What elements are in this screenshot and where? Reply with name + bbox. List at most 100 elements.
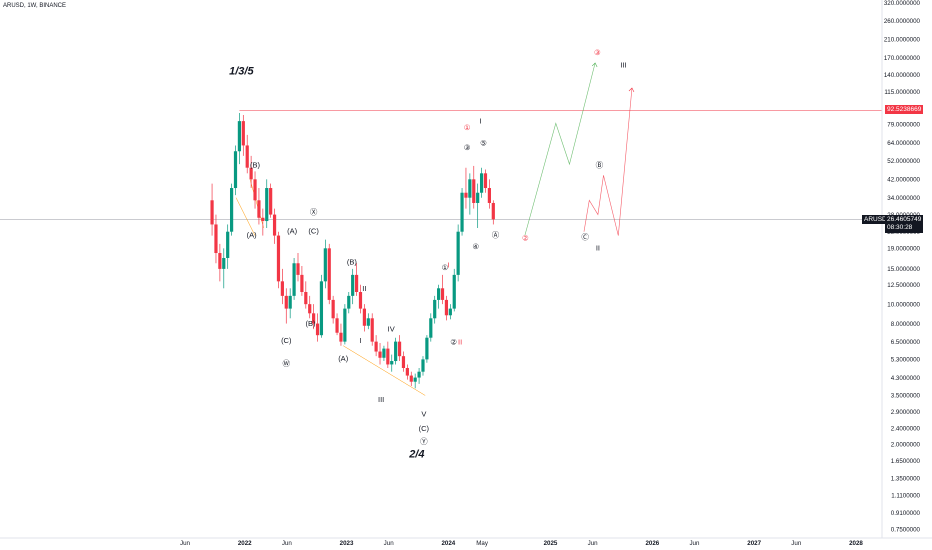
forecast-wave-label: ② <box>522 233 529 242</box>
candle-body <box>401 356 406 369</box>
wave-label: ⑤ <box>480 138 487 147</box>
y-tick-label: 52.0000000 <box>887 158 920 165</box>
wave-label: (A) <box>247 231 258 240</box>
arrowhead-red <box>628 87 635 93</box>
y-tick-label: 140.0000000 <box>884 72 921 79</box>
y-tick-label: 0.9100000 <box>891 510 921 517</box>
candle-body <box>386 348 390 365</box>
candle-body <box>261 217 265 222</box>
forecast-wave-label: II <box>458 337 462 346</box>
candle-body <box>218 253 222 269</box>
y-tick-label: 170.0000000 <box>884 55 921 62</box>
wave-labels: 1/3/52/4I(B)(A) (A)Ⓧ(C)(B)(C)Ⓦ(B)II(A)IIV… <box>229 48 627 460</box>
wave-label: (B) <box>306 319 317 328</box>
candle-body <box>214 224 218 254</box>
price-axis[interactable]: 0.7500000 0.9100000 1.1100000 1.3500000 1.65… <box>881 0 921 538</box>
candle-body <box>382 348 386 358</box>
candle-body <box>272 214 277 236</box>
wave-label: 2/4 <box>408 448 424 460</box>
candle-body <box>292 263 296 296</box>
wave-label: (A) <box>287 227 298 236</box>
forecast-wave-label: ① <box>464 123 471 132</box>
x-tick-label: Jun <box>588 540 599 547</box>
candle-body <box>390 361 394 365</box>
candle-body <box>452 274 456 309</box>
candle-body <box>429 318 433 338</box>
x-tick-label: Jun <box>791 540 802 547</box>
y-tick-label: 2.0000000 <box>891 441 921 448</box>
x-tick-label: Jun <box>689 540 700 547</box>
candle-body <box>354 274 359 292</box>
candle-body <box>362 308 366 326</box>
candle-body <box>288 295 292 309</box>
candle-body <box>319 281 324 336</box>
current-price-value: 26.4605749 <box>887 216 922 223</box>
y-tick-label: 3.5000000 <box>891 393 921 400</box>
candle-body <box>468 179 472 198</box>
resistance-price-tag: 92.5238669 <box>885 105 924 114</box>
candle-body <box>421 359 425 372</box>
forecast-paths <box>524 62 635 236</box>
y-tick-label: 1.3500000 <box>891 476 921 483</box>
x-tick-label: 2023 <box>340 540 354 547</box>
candle-body <box>479 173 484 193</box>
candle-body <box>394 341 398 362</box>
candle-body <box>448 308 452 316</box>
candle-body <box>351 274 355 296</box>
candle-body <box>476 192 480 203</box>
wave-label: (A) <box>338 354 349 363</box>
y-tick-label: 2.4000000 <box>891 425 921 432</box>
x-tick-label: May <box>476 540 489 547</box>
wave-label: II <box>362 284 366 293</box>
candle-body <box>437 288 441 300</box>
x-tick-label: 2027 <box>747 540 761 547</box>
candle-body <box>245 145 249 168</box>
candle-body <box>444 299 449 316</box>
current-price-tag: 26.4605749 08:30:28 <box>885 215 924 233</box>
wave-label: III <box>378 395 384 404</box>
candle-body <box>296 263 300 275</box>
candle-body <box>249 167 253 180</box>
candle-body <box>312 313 316 324</box>
y-tick-label: 8.0000000 <box>891 321 921 328</box>
candle-body <box>491 202 495 220</box>
candle-body <box>280 281 284 296</box>
candle-body <box>315 323 320 336</box>
candle-body <box>405 368 409 376</box>
candle-body <box>456 231 460 275</box>
time-axis[interactable]: Jun 2022 Jun 2023 Jun 2024 May 2025 Jun 2026 Jun 20… <box>0 537 932 547</box>
wave-label: Ⓦ <box>283 359 291 368</box>
forecast-wave-label: I <box>447 261 449 270</box>
candle-body <box>241 121 245 146</box>
candle-body <box>308 304 312 314</box>
candle-body <box>343 308 347 342</box>
candle-body <box>378 351 382 358</box>
y-tick-label: 115.0000000 <box>884 89 920 96</box>
wave-label: Ⓧ <box>310 208 318 217</box>
current-symbol-tag: ARUSD <box>862 215 889 224</box>
wave-label: (C) <box>419 424 430 433</box>
countdown-timer: 08:30:28 <box>887 224 913 231</box>
y-tick-label: 2.9000000 <box>891 409 921 416</box>
wave-label: V <box>421 409 426 418</box>
wave-label: Ⓨ <box>420 437 428 446</box>
y-tick-label: 4.3000000 <box>891 375 921 382</box>
symbol-header: ARUSD, 1W, BINANCE <box>3 3 67 9</box>
candle-body <box>460 192 464 232</box>
wave-label: (C) <box>281 336 292 345</box>
candle-body <box>323 248 327 282</box>
candle-body <box>300 274 304 292</box>
forecast-path-green <box>524 62 596 236</box>
forecast-path-red <box>583 87 633 236</box>
x-tick-label: Jun <box>384 540 395 547</box>
candle-body <box>417 371 421 378</box>
wave-label: ④ <box>472 242 479 251</box>
candle-body <box>413 377 417 382</box>
candle-body <box>339 332 343 342</box>
wave-label: (B) <box>347 257 358 266</box>
arrowhead-green <box>591 62 598 68</box>
wave-label: I <box>479 116 481 125</box>
candle-body <box>358 291 363 309</box>
candle-body <box>327 248 331 300</box>
